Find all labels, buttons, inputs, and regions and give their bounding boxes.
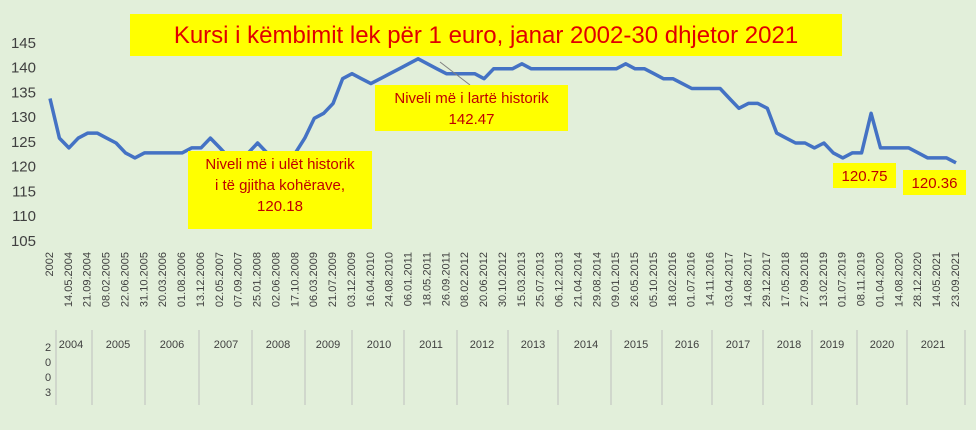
x-tick-label: 01.07.2016 [686,252,698,307]
year-label: 2005 [106,339,130,351]
annotation-text: 142.47 [449,111,495,128]
x-tick-label: 07.09.2007 [233,252,245,307]
x-tick-label: 13.02.2019 [818,252,830,307]
x-tick-label: 21.04.2014 [572,252,584,307]
x-tick-label: 03.04.2017 [723,252,735,307]
year-label: 2012 [470,339,494,351]
x-tick-label: 27.09.2018 [799,252,811,307]
x-tick-label: 13.12.2006 [195,252,207,307]
y-tick-label: 110 [12,208,36,225]
x-tick-label: 01.08.2006 [176,252,188,307]
y-tick-label: 125 [11,134,36,151]
annotation-text: i të gjitha kohërave, [215,177,345,194]
x-tick-label: 20.03.2006 [157,252,169,307]
annotation-box [188,151,372,229]
x-tick-label: 17.10.2008 [289,252,301,307]
annotation-box [833,163,896,188]
x-tick-label: 05.10.2015 [648,252,660,307]
y-tick-label: 105 [11,233,36,250]
x-tick-label: 01.04.2020 [874,252,886,307]
x-tick-label: 08.02.2005 [101,252,113,307]
x-tick-label: 29.12.2017 [761,252,773,307]
title-box [130,14,842,56]
x-tick-label: 14.08.2020 [893,252,905,307]
y-tick-label: 140 [11,60,36,77]
x-tick-label: 26.09.2011 [440,252,452,306]
x-tick-label: 18.02.2016 [667,252,679,307]
y-tick-label: 145 [11,35,36,52]
x-tick-label: 06.03.2009 [308,252,320,307]
x-tick-label: 06.01.2011 [403,252,415,306]
year-label: 2021 [921,339,945,351]
x-tick-label: 14.05.2004 [63,252,75,307]
x-tick-label: 21.09.2004 [82,252,94,307]
y-tick-label: 135 [11,84,36,101]
year-label: 2013 [521,339,545,351]
x-tick-label: 17.05.2018 [780,252,792,307]
chart-title: Kursi i këmbimit lek për 1 euro, janar 2… [174,22,798,49]
x-tick-label: 08.02.2012 [459,252,471,307]
x-tick-label: 14.11.2016 [705,252,717,306]
year-label: 2015 [624,339,648,351]
x-tick-label: 30.10.2012 [497,252,509,307]
year-label: 2003 [42,342,54,402]
x-tick-label: 14.05.2021 [931,252,943,307]
x-tick-label: 22.06.2005 [119,252,131,307]
x-tick-label: 25.07.2013 [535,252,547,307]
x-tick-label: 15.03.2013 [516,252,528,307]
year-label: 2007 [214,339,238,351]
year-label: 2017 [726,339,750,351]
x-tick-label: 06.12.2013 [554,252,566,307]
year-label: 2020 [870,339,894,351]
x-tick-label: 14.08.2017 [742,252,754,307]
year-label: 2004 [59,339,83,351]
x-tick-label: 2002 [44,252,56,276]
year-label: 2014 [574,339,598,351]
year-label: 2019 [820,339,844,351]
year-label: 2010 [367,339,391,351]
annotation-box [375,85,568,131]
y-tick-label: 120 [11,159,36,176]
x-tick-label: 29.08.2014 [591,252,603,307]
x-tick-label: 08.11.2019 [856,252,868,306]
annotation-text: Niveli më i lartë historik [394,90,549,107]
annotation-text: 120.18 [257,198,303,215]
year-label: 2008 [266,339,290,351]
series-line [48,57,957,165]
x-tick-label: 18.05.2011 [421,252,433,306]
year-label: 2016 [675,339,699,351]
x-tick-label: 02.06.2008 [270,252,282,307]
x-tick-label: 02.05.2007 [214,252,226,307]
x-tick-label: 09.01.2015 [610,252,622,307]
year-label: 2018 [777,339,801,351]
x-tick-label: 03.12.2009 [346,252,358,307]
x-tick-label: 23.09.2021 [950,252,962,307]
x-tick-label: 16.04.2010 [365,252,377,307]
y-tick-label: 130 [11,109,36,126]
year-label: 2006 [160,339,184,351]
annotation-box [903,170,966,195]
annotation-text: 120.36 [912,175,958,192]
x-tick-label: 24.08.2010 [384,252,396,307]
x-tick-label: 20.06.2012 [478,252,490,307]
annotation-text: 120.75 [842,168,888,185]
x-tick-label: 25.01.2008 [252,252,264,307]
year-label: 2009 [316,339,340,351]
x-tick-label: 01.07.2019 [837,252,849,307]
year-label: 2011 [419,339,443,351]
x-tick-label: 26.05.2015 [629,252,641,307]
x-tick-label: 21.07.2009 [327,252,339,307]
y-tick-label: 115 [12,183,36,200]
annotation-connector [439,61,471,86]
x-tick-label: 28.12.2020 [912,252,924,307]
x-tick-label: 31.10.2005 [138,252,150,307]
annotation-text: Niveli më i ulët historik [205,156,355,173]
